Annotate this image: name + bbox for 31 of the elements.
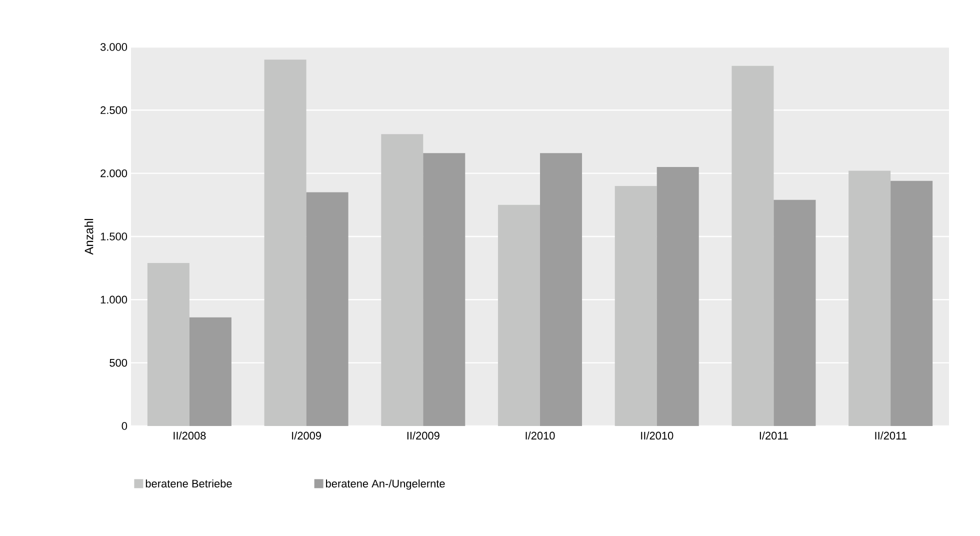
legend-label: beratene Betriebe bbox=[146, 479, 232, 488]
x-tick-label: II/2011 bbox=[875, 432, 906, 440]
y-tick-label: 2.000 bbox=[100, 169, 128, 178]
bar bbox=[423, 153, 466, 426]
y-tick-label: 1.000 bbox=[100, 296, 128, 304]
legend-label: beratene An-/Ungelernte bbox=[326, 479, 445, 490]
bar bbox=[732, 66, 774, 426]
bar bbox=[890, 180, 933, 426]
bar bbox=[540, 153, 582, 426]
x-tick-label: II/2008 bbox=[174, 432, 206, 440]
x-tick-label: II/2010 bbox=[641, 432, 674, 440]
bar bbox=[306, 192, 348, 426]
bar bbox=[189, 317, 232, 426]
bar bbox=[264, 60, 306, 426]
y-tick-label: 2.500 bbox=[100, 106, 128, 114]
x-tick-label: I/2010 bbox=[526, 432, 555, 440]
y-tick-label: 1.500 bbox=[100, 232, 128, 240]
bar bbox=[656, 167, 699, 426]
y-tick-label: 0 bbox=[122, 422, 128, 430]
bar bbox=[614, 186, 657, 426]
bar bbox=[848, 170, 891, 426]
bar bbox=[381, 134, 424, 426]
bar bbox=[498, 204, 540, 426]
y-tick-label: 500 bbox=[110, 358, 128, 367]
x-tick-label: II/2009 bbox=[407, 432, 440, 440]
bar bbox=[147, 263, 190, 426]
x-tick-label: I/2009 bbox=[292, 432, 322, 440]
x-tick-label: I/2011 bbox=[760, 432, 788, 440]
bar bbox=[774, 200, 816, 426]
y-axis-title: Anzahl bbox=[84, 219, 94, 255]
y-tick-label: 3.000 bbox=[100, 43, 128, 51]
